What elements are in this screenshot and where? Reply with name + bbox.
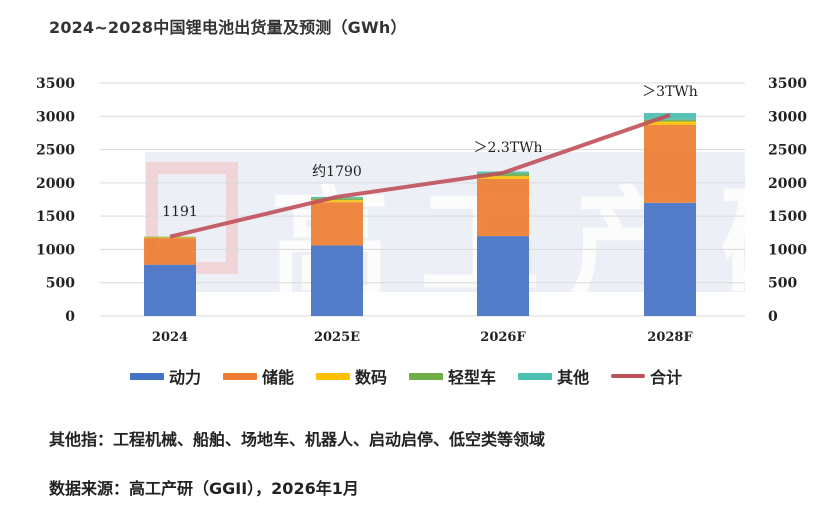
bar-segment-数码 [144, 237, 196, 239]
total-line [169, 113, 671, 239]
legend-swatch [409, 372, 444, 380]
legend-label: 动力 [169, 368, 202, 387]
x-axis: 2024 2025E 2026F 2028F [152, 330, 694, 345]
y-axis-left: 0 500 1000 1500 2000 2500 3000 3500 [36, 76, 75, 325]
legend-item: 轻型车 [409, 364, 496, 388]
legend-item: 其他 [518, 364, 589, 388]
legend-swatch [223, 372, 258, 380]
y2-tick-label: 1500 [768, 209, 807, 225]
bar-segment-动力 [644, 202, 696, 316]
y2-tick-label: 3500 [768, 76, 807, 92]
y2-tick-label: 1000 [768, 242, 807, 258]
y-tick-label: 1500 [36, 209, 75, 225]
legend-swatch [130, 372, 164, 380]
x-tick-label: 2026F [480, 330, 526, 345]
legend-item: 合计 [611, 364, 682, 388]
bar-segment-储能 [477, 178, 529, 237]
watermark-text: 高工产研 [270, 175, 834, 314]
data-label: ＞2.3TWh [473, 140, 542, 156]
legend-swatch [518, 372, 553, 380]
data-labels: 1191 约1790 ＞2.3TWh ＞3TWh [162, 84, 698, 220]
bar-segment-轻型车 [144, 236, 196, 238]
bar-segment-动力 [311, 245, 363, 316]
chart-title: 2024~2028中国锂电池出货量及预测（GWh） [49, 18, 407, 37]
y2-tick-label: 2500 [768, 143, 807, 159]
bar-segment-动力 [144, 264, 196, 316]
y2-tick-label: 3000 [768, 109, 807, 125]
bar-segment-数码 [311, 200, 363, 203]
data-label: 1191 [162, 204, 198, 220]
x-tick-label: 2025E [314, 330, 360, 345]
bar-segment-储能 [644, 124, 696, 203]
bar-segment-轻型车 [644, 119, 696, 122]
data-label: 约1790 [312, 164, 362, 180]
bar-segment-轻型车 [311, 198, 363, 201]
bar-segment-储能 [144, 238, 196, 265]
legend-label: 合计 [650, 368, 683, 387]
y-tick-label: 2500 [36, 143, 75, 159]
others-note: 其他指：工程机械、船舶、场地车、机器人、启动启停、低空类等领域 [49, 430, 546, 449]
legend-swatch [611, 374, 646, 378]
legend-label: 储能 [262, 368, 295, 387]
y2-tick-label: 2000 [768, 176, 807, 192]
legend-label: 其他 [557, 368, 590, 387]
legend-label: 数码 [355, 368, 388, 387]
legend-label: 轻型车 [448, 368, 497, 387]
gridlines [100, 82, 745, 317]
bar-segment-动力 [477, 236, 529, 316]
y-axis-right: 0 500 1000 1500 2000 2500 3000 3500 [768, 76, 807, 325]
y-tick-label: 500 [46, 276, 75, 292]
bar-segment-储能 [311, 202, 363, 246]
y-tick-label: 3000 [36, 109, 75, 125]
y2-tick-label: 500 [768, 276, 797, 292]
legend-swatch [316, 372, 351, 380]
bar-segment-数码 [644, 121, 696, 125]
y-tick-label: 3500 [36, 76, 75, 92]
total-line-path [169, 113, 671, 239]
bar-segment-数码 [477, 176, 529, 179]
legend-item: 储能 [223, 364, 294, 388]
y2-tick-label: 0 [768, 309, 778, 325]
bars [144, 112, 696, 316]
y-tick-label: 2000 [36, 176, 75, 192]
chart: 高工产研 0 500 1000 1500 2000 2500 3000 3500 0 500 10… [36, 76, 834, 345]
data-label: ＞3TWh [642, 84, 698, 100]
y-tick-label: 0 [65, 309, 75, 325]
x-tick-label: 2024 [152, 330, 188, 345]
legend-item: 动力 [130, 364, 201, 388]
legend-item: 数码 [316, 364, 387, 388]
source-note: 数据来源：高工产研（GGII），2026年1月 [49, 479, 359, 498]
x-tick-label: 2028F [647, 330, 693, 345]
legend: 动力 储能 数码 轻型车 其他 合计 [130, 364, 682, 388]
y-tick-label: 1000 [36, 242, 75, 258]
